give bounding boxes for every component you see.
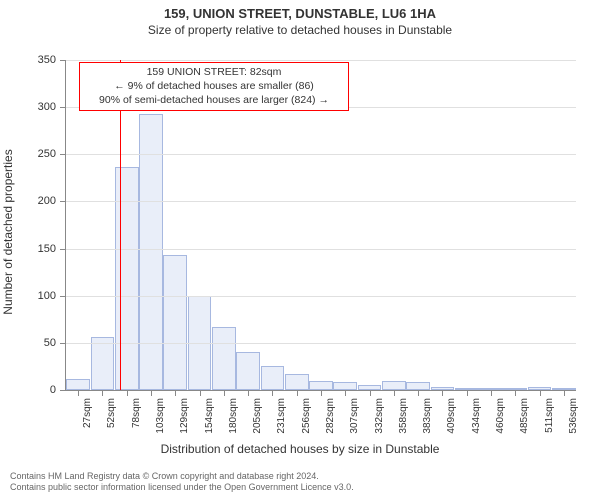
x-tick-label: 129sqm xyxy=(179,398,190,448)
x-tick-label: 460sqm xyxy=(495,398,506,448)
bar xyxy=(236,352,260,390)
x-tick xyxy=(175,390,176,396)
x-tick-label: 307sqm xyxy=(349,398,360,448)
y-tick-label: 250 xyxy=(16,148,56,160)
chart-subtitle: Size of property relative to detached ho… xyxy=(0,23,600,37)
y-tick-label: 300 xyxy=(16,101,56,113)
x-tick xyxy=(467,390,468,396)
x-axis-title: Distribution of detached houses by size … xyxy=(0,442,600,456)
y-tick xyxy=(60,201,66,202)
x-tick xyxy=(224,390,225,396)
x-tick xyxy=(248,390,249,396)
footer-line2: Contains public sector information licen… xyxy=(10,482,590,494)
y-tick-label: 150 xyxy=(16,243,56,255)
bar xyxy=(382,381,406,390)
x-tick-label: 282sqm xyxy=(325,398,336,448)
x-tick xyxy=(540,390,541,396)
x-tick-label: 536sqm xyxy=(568,398,579,448)
x-tick-label: 383sqm xyxy=(422,398,433,448)
x-tick xyxy=(272,390,273,396)
x-tick xyxy=(102,390,103,396)
x-tick xyxy=(151,390,152,396)
x-tick xyxy=(127,390,128,396)
x-tick xyxy=(442,390,443,396)
y-tick xyxy=(60,107,66,108)
y-tick-label: 0 xyxy=(16,384,56,396)
x-tick-label: 103sqm xyxy=(155,398,166,448)
y-tick xyxy=(60,154,66,155)
bar xyxy=(115,167,139,390)
x-tick-label: 78sqm xyxy=(131,398,142,448)
x-tick-label: 358sqm xyxy=(398,398,409,448)
y-tick-label: 100 xyxy=(16,290,56,302)
x-tick-label: 52sqm xyxy=(106,398,117,448)
x-tick-label: 205sqm xyxy=(252,398,263,448)
x-tick xyxy=(418,390,419,396)
annotation-line: ← 9% of detached houses are smaller (86) xyxy=(86,79,342,93)
x-tick-label: 180sqm xyxy=(228,398,239,448)
x-tick-label: 256sqm xyxy=(301,398,312,448)
annotation-box: 159 UNION STREET: 82sqm← 9% of detached … xyxy=(79,62,349,111)
footer: Contains HM Land Registry data © Crown c… xyxy=(10,471,590,494)
x-tick-label: 434sqm xyxy=(471,398,482,448)
y-axis-title: Number of detached properties xyxy=(1,149,15,314)
x-tick xyxy=(297,390,298,396)
x-tick xyxy=(200,390,201,396)
x-tick-label: 485sqm xyxy=(519,398,530,448)
y-tick-label: 350 xyxy=(16,54,56,66)
x-tick xyxy=(491,390,492,396)
y-tick-label: 50 xyxy=(16,337,56,349)
x-tick-label: 231sqm xyxy=(276,398,287,448)
x-tick xyxy=(564,390,565,396)
bar xyxy=(91,337,115,390)
bar xyxy=(309,381,333,390)
bar xyxy=(285,374,309,390)
x-tick xyxy=(345,390,346,396)
x-tick-label: 332sqm xyxy=(374,398,385,448)
x-tick-label: 27sqm xyxy=(82,398,93,448)
grid-line xyxy=(66,296,576,297)
x-tick xyxy=(370,390,371,396)
grid-line xyxy=(66,60,576,61)
x-tick-label: 511sqm xyxy=(544,398,555,448)
bar xyxy=(261,366,285,390)
bar xyxy=(406,382,430,390)
bar xyxy=(333,382,357,390)
bar xyxy=(212,327,236,390)
x-tick xyxy=(515,390,516,396)
x-tick-label: 154sqm xyxy=(204,398,215,448)
chart-container: { "title": "159, UNION STREET, DUNSTABLE… xyxy=(0,0,600,500)
x-tick xyxy=(78,390,79,396)
bar xyxy=(163,255,187,390)
footer-line1: Contains HM Land Registry data © Crown c… xyxy=(10,471,590,483)
x-tick-label: 409sqm xyxy=(446,398,457,448)
bar xyxy=(66,379,90,390)
x-tick xyxy=(321,390,322,396)
y-tick xyxy=(60,249,66,250)
annotation-line: 90% of semi-detached houses are larger (… xyxy=(86,93,342,107)
y-tick xyxy=(60,296,66,297)
y-tick-label: 200 xyxy=(16,195,56,207)
grid-line xyxy=(66,154,576,155)
grid-line xyxy=(66,201,576,202)
grid-line xyxy=(66,249,576,250)
x-tick xyxy=(394,390,395,396)
y-tick xyxy=(60,390,66,391)
grid-line xyxy=(66,343,576,344)
chart-title: 159, UNION STREET, DUNSTABLE, LU6 1HA xyxy=(0,6,600,21)
annotation-line: 159 UNION STREET: 82sqm xyxy=(86,65,342,79)
y-tick xyxy=(60,60,66,61)
y-tick xyxy=(60,343,66,344)
